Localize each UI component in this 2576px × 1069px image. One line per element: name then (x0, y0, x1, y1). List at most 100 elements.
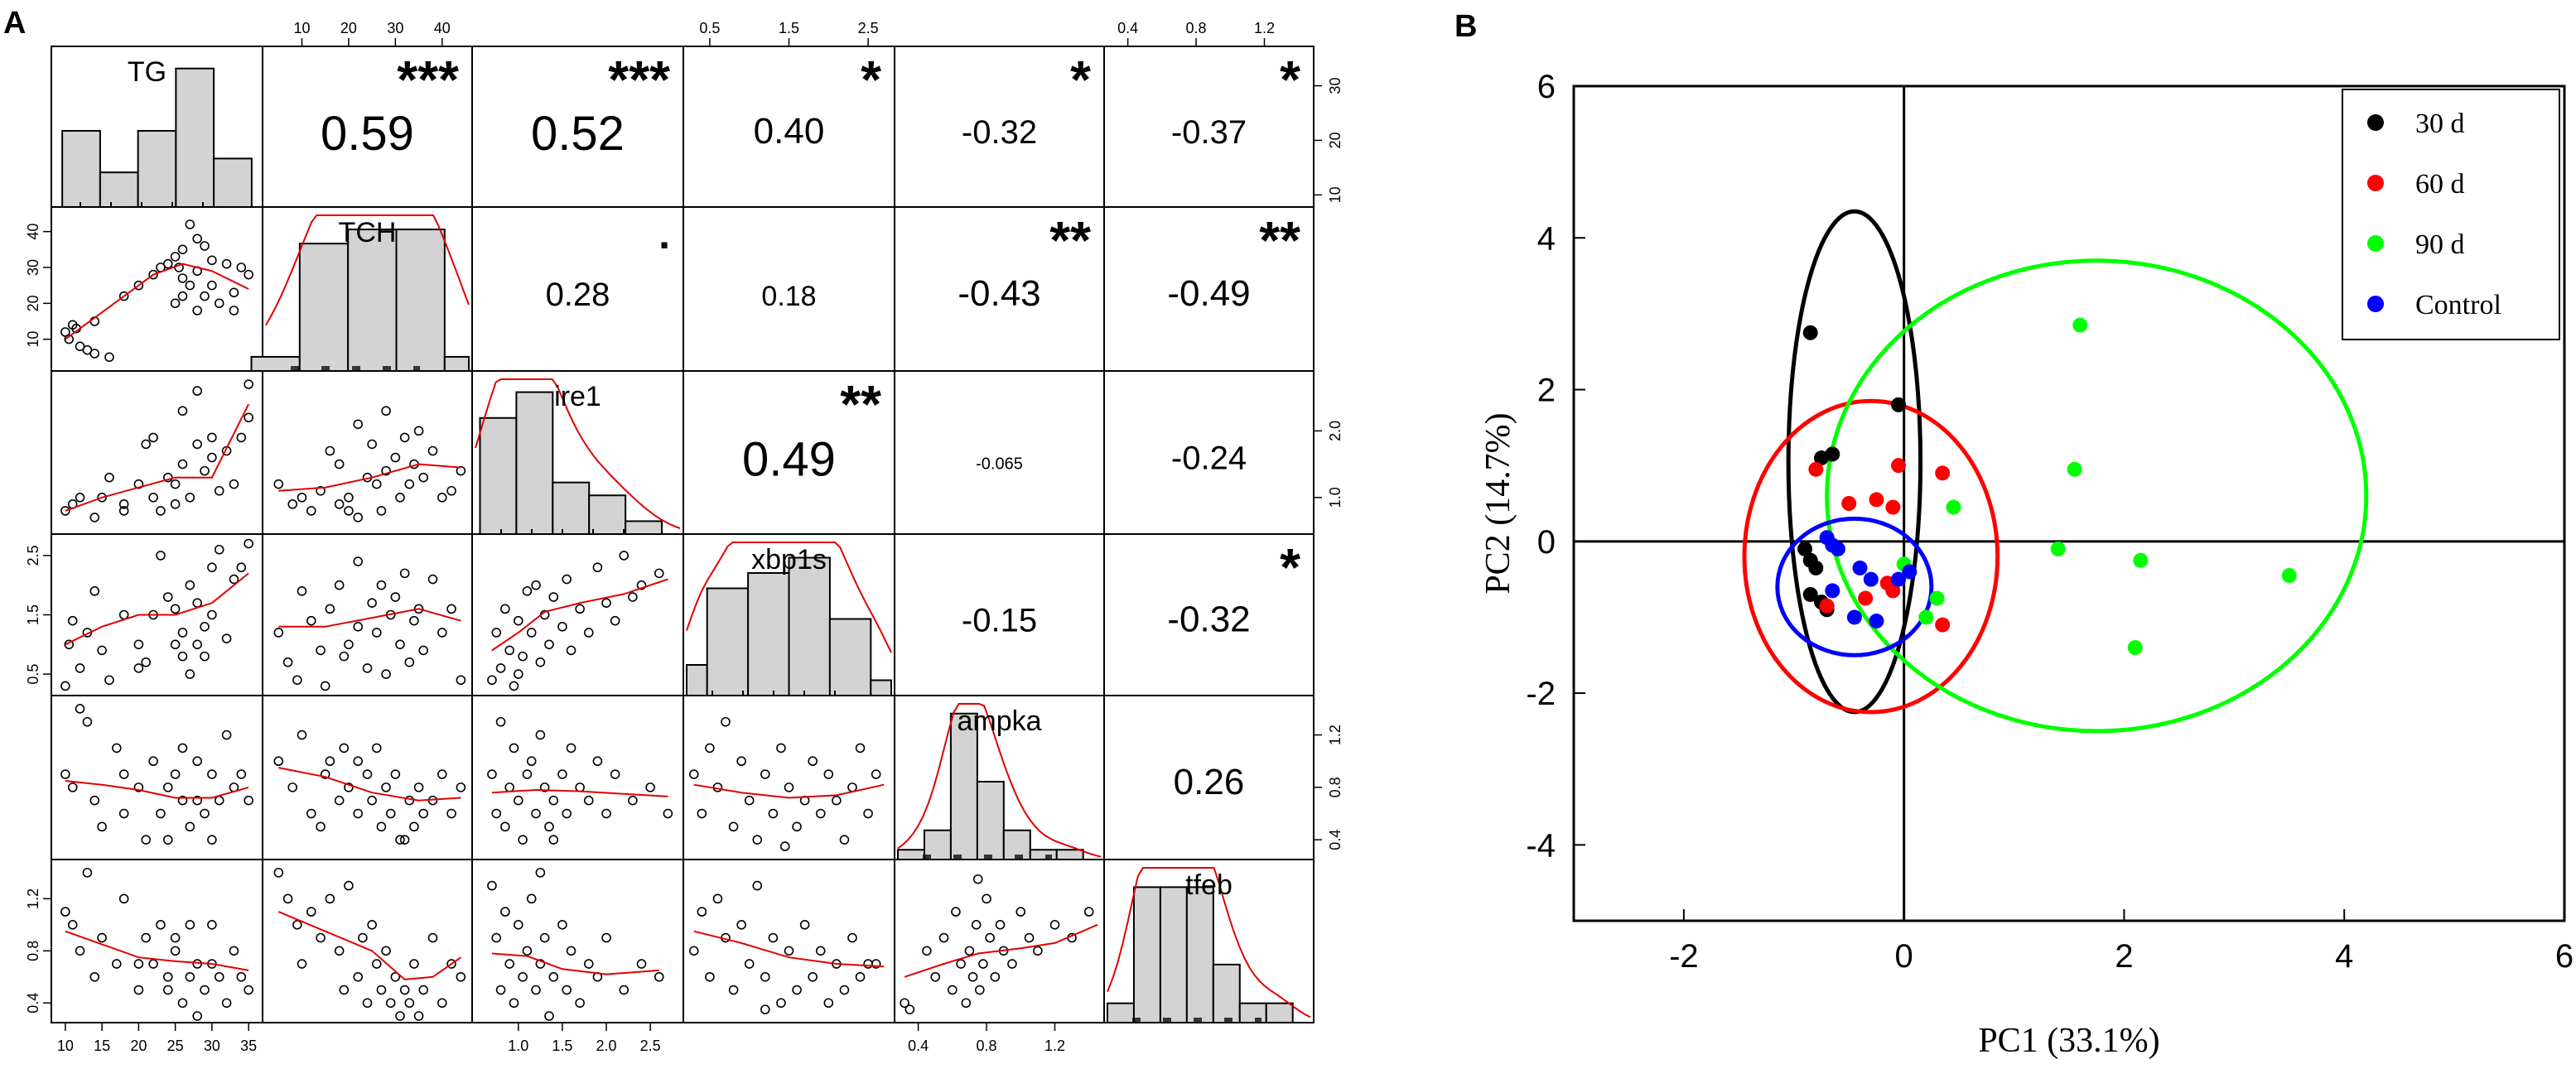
scatter-point (855, 743, 866, 754)
pca-point (1869, 492, 1884, 508)
histogram-bar (1159, 886, 1188, 1023)
histogram-bar (976, 781, 1005, 860)
bottom-tick-label: 1.5 (552, 1038, 572, 1054)
correlation-value: -0.32 (1167, 600, 1250, 640)
density-curve (686, 542, 892, 653)
y-tick-label: -4 (1526, 827, 1556, 864)
scatter-point (118, 499, 129, 509)
smooth-line (65, 403, 249, 512)
significance-stars: ** (840, 374, 881, 434)
variable-label: TG (128, 56, 166, 88)
scatter-point (67, 920, 78, 930)
scatter-point (162, 592, 173, 602)
scatter-point (495, 716, 506, 727)
scatter-point (557, 622, 567, 632)
scatter-point (575, 604, 585, 614)
scatter-point (948, 985, 958, 995)
scatter-point (156, 920, 166, 930)
scatter-point (509, 681, 519, 691)
confidence-ellipse (1742, 398, 2000, 715)
scatter-point (371, 959, 382, 969)
histogram-bar (1029, 849, 1058, 860)
scatter-point (500, 821, 510, 832)
scatter-point (395, 492, 405, 503)
significance-stars: *** (608, 50, 670, 109)
scatter-point (446, 959, 456, 969)
scatter-point (967, 971, 978, 982)
scatter-point (170, 639, 181, 650)
y-tick-label: 0 (1537, 524, 1556, 561)
smooth-line (65, 780, 249, 799)
scatter-point (697, 808, 707, 819)
scatter-point (900, 998, 909, 1009)
scatter-point (185, 580, 195, 590)
scatter-point (177, 998, 188, 1009)
scatter-point (526, 756, 537, 767)
scatter-point (531, 808, 541, 819)
scatter-point (297, 492, 307, 503)
scatter-point (367, 439, 377, 450)
scatter-point (118, 291, 129, 301)
scatter-point (815, 946, 826, 956)
scatter-point (244, 795, 253, 806)
scatter-point (513, 615, 523, 626)
scatter-point (287, 782, 298, 792)
scatter-point (760, 769, 770, 779)
scatter-point (353, 556, 364, 566)
scatter-point (344, 506, 354, 516)
left-tick-label: 10 (25, 331, 41, 348)
scatter-point (513, 920, 523, 930)
scatter-point (273, 868, 284, 878)
scatter-point (156, 808, 166, 819)
right-tick-label: 1.0 (1327, 487, 1343, 508)
scatter-point (904, 1004, 915, 1014)
scatter-point (104, 352, 114, 363)
scatter-point (344, 880, 354, 891)
scatter-point (404, 479, 415, 489)
bottom-tick-label: 20 (130, 1038, 147, 1054)
legend-marker (2367, 296, 2384, 312)
smooth-line (491, 952, 659, 975)
scatter-point (688, 946, 699, 956)
scatter-point (177, 743, 188, 754)
x-tick-label: 4 (2335, 938, 2353, 975)
scatter-point (170, 298, 181, 309)
histogram-bar (788, 556, 831, 696)
confidence-ellipse (1775, 516, 1934, 657)
scatter-point (688, 769, 699, 779)
scatter-point (177, 795, 188, 806)
scatter-point (446, 485, 456, 496)
scatter-point (297, 959, 307, 969)
scatter-point (712, 893, 723, 904)
scatter-point (236, 562, 247, 573)
scatter-point (75, 663, 85, 673)
scatter-point (418, 472, 429, 483)
scatter-point (500, 907, 510, 917)
scatter-point (413, 782, 424, 792)
scatter-point (376, 985, 387, 995)
scatter-point (413, 1011, 424, 1021)
correlation-value: 0.18 (761, 281, 816, 312)
scatter-point (522, 769, 533, 779)
scatter-point (320, 681, 330, 691)
histogram-bar (515, 391, 554, 536)
bottom-tick-label: 1.0 (508, 1038, 528, 1054)
scatter-point (185, 219, 195, 229)
correlation-value: 0.28 (546, 277, 610, 313)
scatter-point (148, 756, 158, 767)
scatter-point (306, 907, 316, 917)
right-tick-label: 0.8 (1327, 777, 1343, 797)
scatter-point (418, 808, 429, 819)
scatter-point (367, 795, 377, 806)
scatter-point (736, 920, 746, 930)
scatter-point (185, 280, 195, 291)
correlation-value: -0.15 (962, 603, 1037, 639)
right-tick-label: 30 (1327, 78, 1343, 94)
scatter-point (133, 959, 144, 969)
right-tick-label: 1.2 (1327, 725, 1343, 745)
scatter-point (82, 716, 93, 727)
legend-label: 90 d (2415, 229, 2465, 260)
scatter-point (353, 971, 364, 982)
scatter-point (306, 506, 316, 516)
scatter-point (334, 946, 345, 956)
